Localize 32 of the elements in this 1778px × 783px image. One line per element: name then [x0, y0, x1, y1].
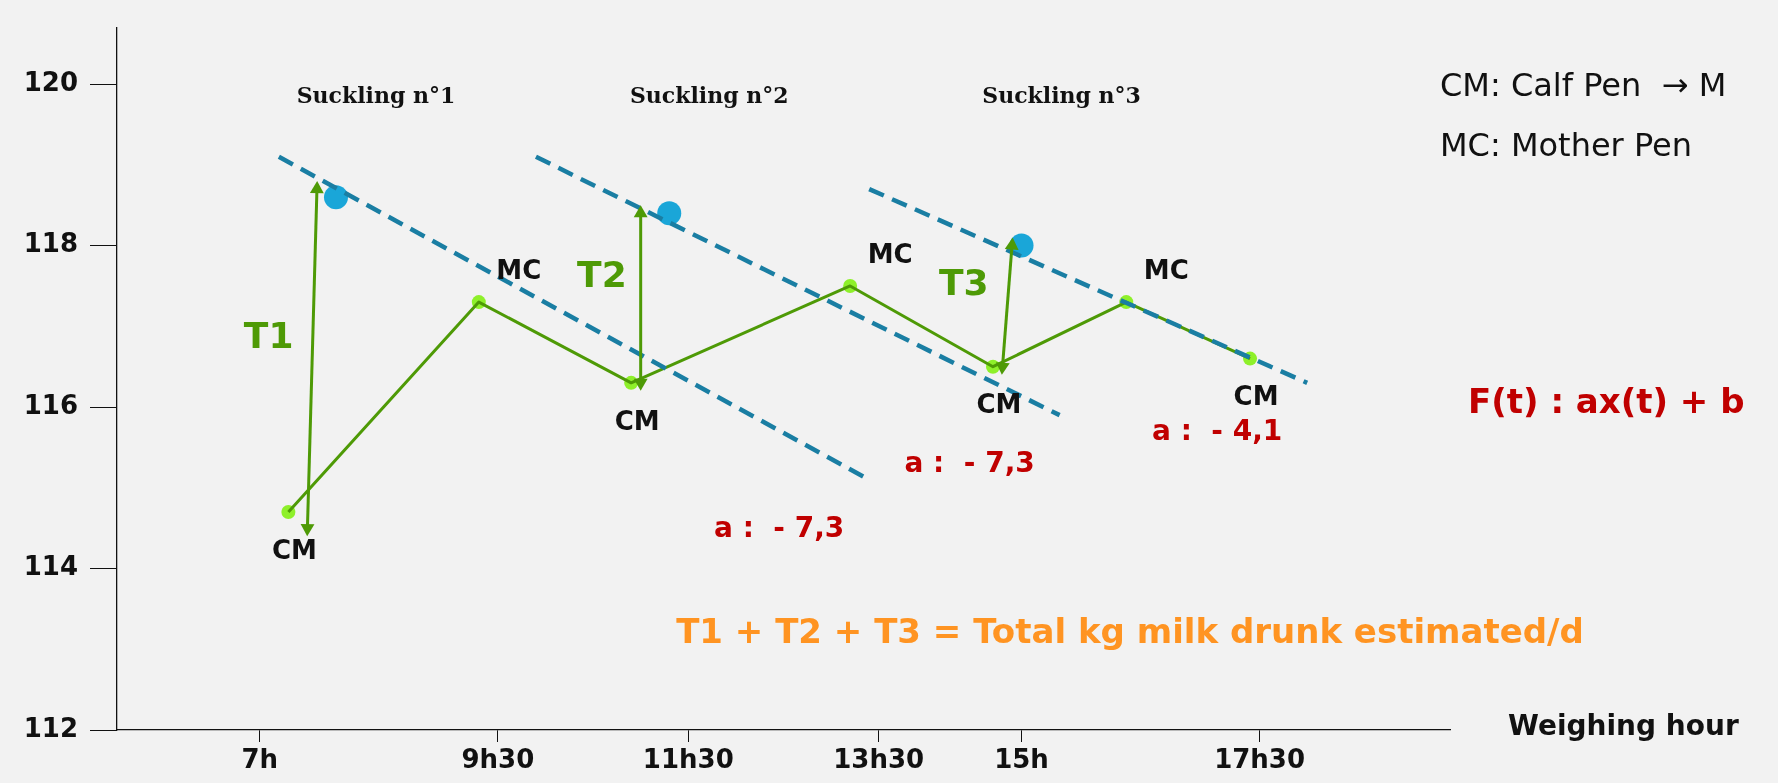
annotation: MC: Mother Pen — [1440, 126, 1693, 165]
annotation: MC — [867, 238, 913, 269]
annotation: a : - 7,3 — [714, 511, 845, 544]
annotation: CM: Calf Pen → M — [1440, 66, 1727, 105]
annotation: CM — [976, 389, 1022, 420]
x-tick-label: 7h — [241, 744, 279, 775]
y-tick-label: 112 — [23, 712, 78, 743]
x-tick-label: 11h30 — [642, 744, 734, 775]
annotation: CM — [1233, 381, 1279, 412]
y-tick-label: 114 — [23, 551, 78, 582]
annotation: T1 — [243, 314, 294, 356]
annotation: MC — [496, 254, 542, 285]
x-tick-label: 13h30 — [833, 744, 925, 775]
annotation: T1 + T2 + T3 = Total kg milk drunk estimated/d — [676, 610, 1584, 651]
annotation: T2 — [577, 254, 627, 296]
y-tick-label: 116 — [23, 389, 78, 420]
annotation: a : - 7,3 — [904, 446, 1035, 480]
annotation: CM — [271, 534, 317, 565]
text: F(t) : ax(t) + b — [1468, 380, 1745, 421]
y-tick-label: 118 — [23, 228, 78, 259]
annotation: Suckling n°2 — [629, 81, 789, 108]
annotation: a : - 4,1 — [1152, 414, 1283, 448]
x-tick-label: 17h30 — [1214, 744, 1306, 775]
x-tick-label: 15h — [994, 744, 1049, 775]
x-axis-title: Weighing hour — [1508, 709, 1739, 743]
annotation: CM — [614, 405, 660, 436]
annotation: Suckling n°3 — [982, 81, 1141, 108]
y-tick-label: 120 — [23, 66, 78, 97]
annotation: MC — [1143, 254, 1189, 285]
annotation: Suckling n°1 — [296, 81, 456, 108]
x-tick-label: 9h30 — [461, 744, 535, 775]
annotation: T3 — [938, 262, 989, 304]
